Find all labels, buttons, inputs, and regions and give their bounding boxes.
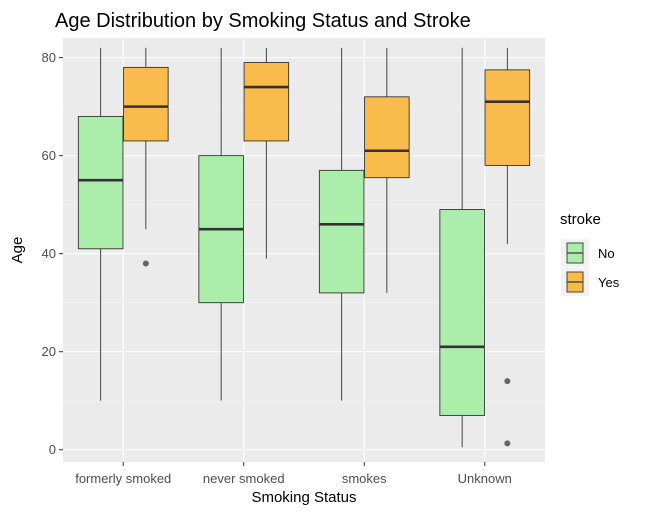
legend: stroke No Yes bbox=[560, 211, 620, 296]
x-tick-label: formerly smoked bbox=[75, 471, 171, 486]
x-axis-ticks: formerly smoked never smoked smokes Unknown bbox=[75, 462, 512, 486]
legend-key-no: No bbox=[561, 239, 615, 267]
box-series bbox=[77, 47, 531, 448]
box-no-1 bbox=[198, 47, 244, 401]
y-tick-label: 80 bbox=[42, 50, 56, 65]
chart-title: Age Distribution by Smoking Status and S… bbox=[55, 10, 471, 32]
box-yes-0 bbox=[123, 47, 169, 267]
box-iqr bbox=[318, 169, 365, 294]
y-tick-label: 40 bbox=[42, 246, 56, 261]
box-iqr bbox=[77, 115, 124, 250]
box-iqr bbox=[484, 69, 531, 166]
x-tick-label: smokes bbox=[342, 471, 387, 486]
box-yes-1 bbox=[243, 47, 290, 259]
box-iqr bbox=[123, 66, 169, 142]
series-yes bbox=[123, 47, 531, 447]
outlier-point bbox=[504, 378, 511, 385]
box-yes-3 bbox=[484, 47, 531, 447]
box-no-0 bbox=[77, 47, 124, 401]
x-axis-title: Smoking Status bbox=[251, 489, 356, 506]
box-iqr bbox=[364, 96, 410, 179]
series-no bbox=[77, 47, 485, 448]
y-tick-label: 20 bbox=[42, 344, 56, 359]
y-axis-title: Age bbox=[9, 237, 26, 264]
y-axis-ticks: 0 20 40 60 80 bbox=[42, 50, 63, 457]
outlier-point bbox=[142, 260, 149, 267]
y-tick-label: 60 bbox=[42, 148, 56, 163]
x-tick-label: never smoked bbox=[203, 471, 285, 486]
y-tick-label: 0 bbox=[49, 442, 56, 457]
legend-label-no: No bbox=[598, 246, 615, 261]
box-no-3 bbox=[439, 47, 485, 448]
legend-label-yes: Yes bbox=[598, 275, 620, 290]
x-tick-label: Unknown bbox=[458, 471, 512, 486]
legend-title: stroke bbox=[560, 211, 601, 228]
box-yes-2 bbox=[364, 47, 410, 293]
box-no-2 bbox=[318, 47, 365, 401]
box-iqr bbox=[243, 62, 290, 142]
outlier-point bbox=[504, 440, 511, 447]
box-iqr bbox=[439, 209, 485, 416]
legend-key-yes: Yes bbox=[561, 268, 620, 296]
